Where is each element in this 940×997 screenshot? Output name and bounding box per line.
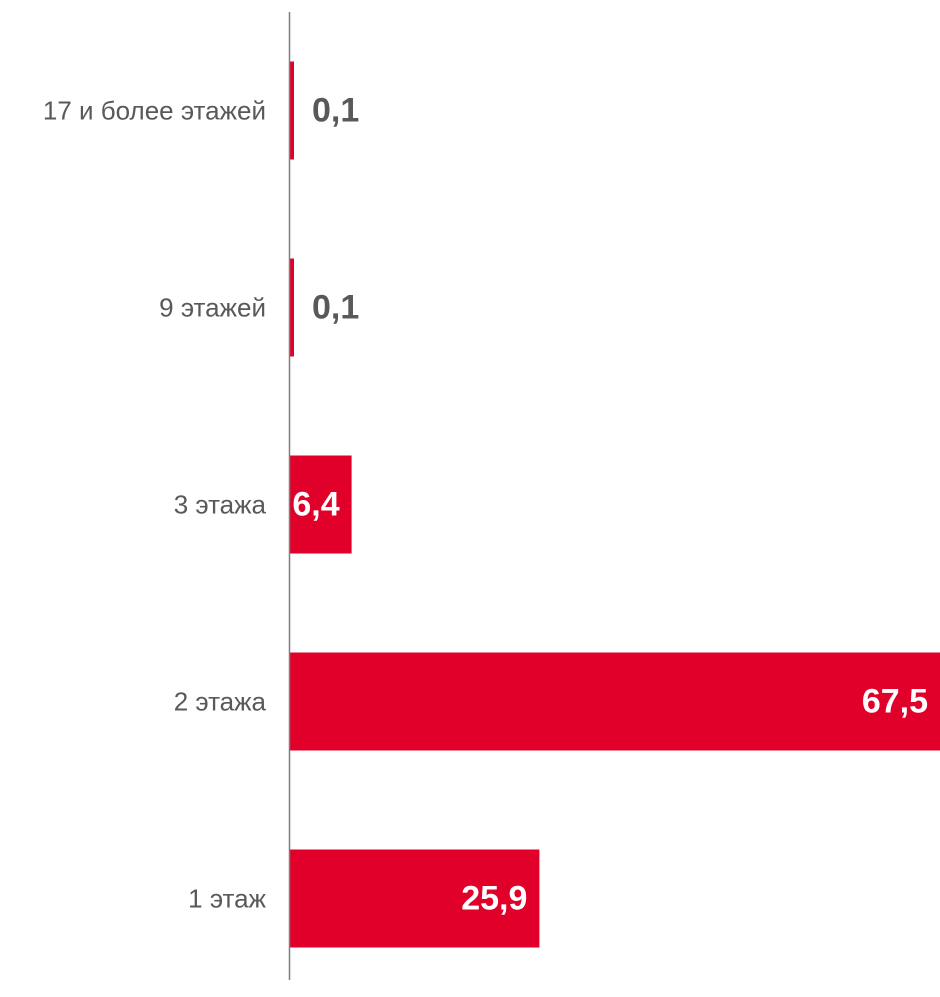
value-label: 0,1: [312, 92, 359, 130]
bar: [290, 258, 294, 357]
value-label: 0,1: [312, 289, 359, 327]
category-label: 1 этаж: [188, 884, 266, 914]
bar: [290, 61, 294, 160]
bar: [290, 455, 352, 554]
category-label: 9 этажей: [159, 293, 266, 323]
value-label: 6,4: [292, 486, 339, 524]
category-label: 3 этажа: [174, 490, 267, 520]
bar: [290, 849, 540, 948]
bar: [290, 652, 940, 751]
bars-layer: [290, 61, 940, 948]
value-label: 25,9: [461, 880, 527, 918]
category-label: 2 этажа: [174, 687, 267, 717]
category-label: 17 и более этажей: [43, 96, 266, 126]
value-label: 67,5: [862, 683, 928, 721]
labels-layer: 17 и более этажей 0,1 9 этажей 0,1 3 этажа 6,…: [43, 92, 928, 918]
